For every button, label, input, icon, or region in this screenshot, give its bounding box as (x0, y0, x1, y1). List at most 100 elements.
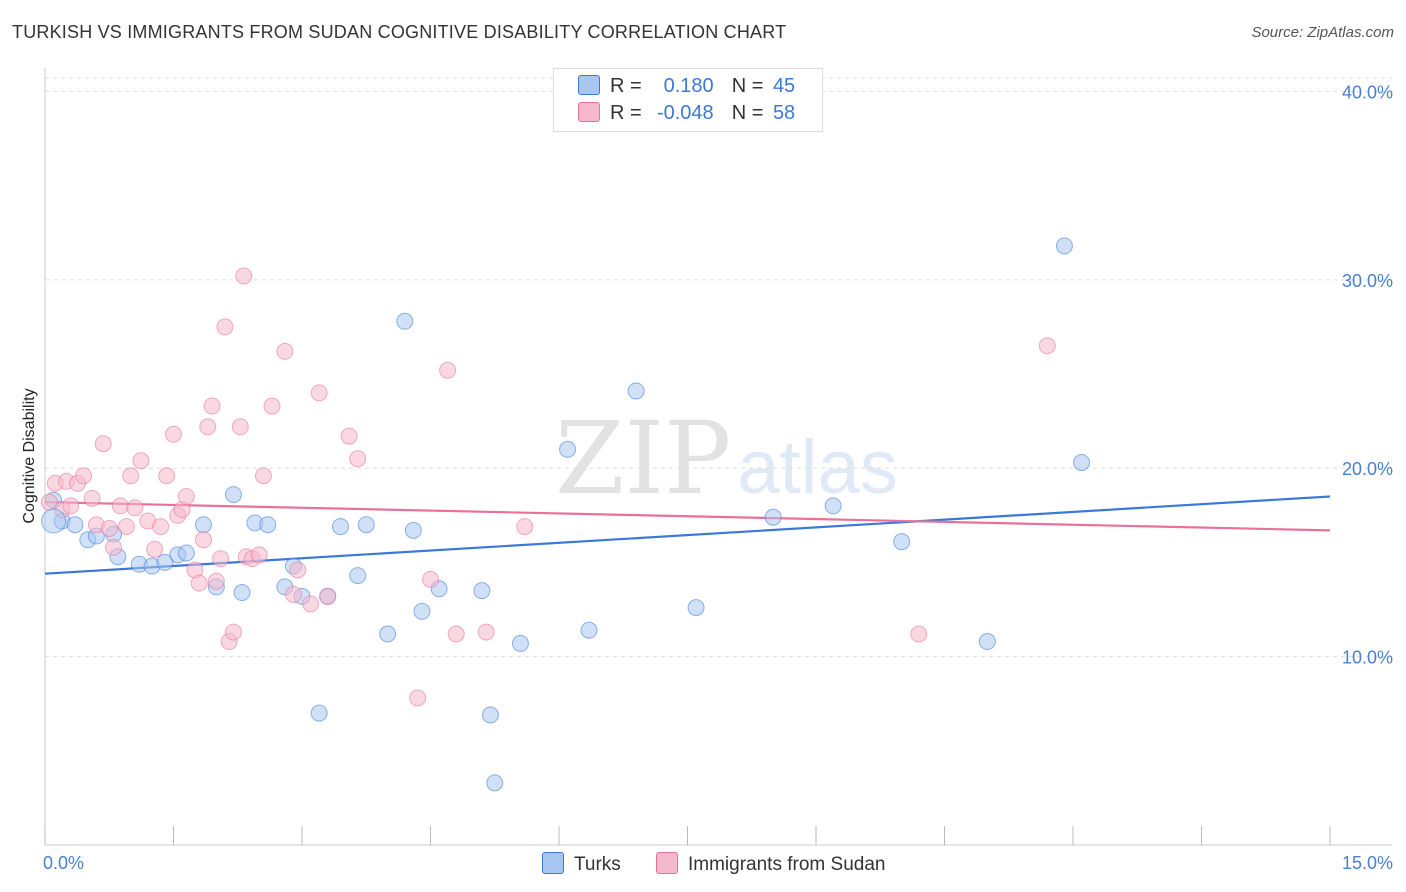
point-sudan (158, 467, 176, 485)
y-tick-label: 20.0% (1342, 459, 1393, 479)
point-turks (233, 584, 251, 602)
point-sudan (289, 561, 307, 579)
point-sudan (422, 570, 439, 588)
point-sudan (75, 467, 93, 485)
point-sudan (62, 497, 80, 515)
point-sudan (516, 518, 534, 536)
point-turks (177, 544, 195, 562)
point-sudan (235, 267, 253, 285)
point-sudan (439, 361, 457, 379)
point-turks (66, 516, 84, 534)
trend-line-sudan (44, 501, 1331, 532)
legend-r-label: R = (610, 75, 642, 97)
point-turks (379, 625, 397, 643)
chart-title: TURKISH VS IMMIGRANTS FROM SUDAN COGNITI… (12, 22, 787, 42)
point-turks (259, 516, 277, 534)
point-sudan (340, 427, 358, 445)
point-sudan (117, 518, 135, 536)
trend-line-turks (44, 495, 1331, 575)
legend-row-sudan: R = -0.048 N = 58 (578, 102, 795, 128)
point-turks (473, 582, 491, 600)
point-turks (559, 440, 577, 458)
legend-n-label: N = (731, 102, 764, 124)
point-sudan (94, 435, 112, 453)
tick-labels: 10.0% 20.0% 30.0% 40.0% 0.0% 15.0% Cognitive D… (21, 82, 1393, 873)
bottom-legend-sudan: Immigrants from Sudan (656, 852, 885, 876)
x-tick-label: 0.0% (43, 853, 84, 873)
point-turks (1073, 454, 1091, 472)
point-turks (481, 706, 499, 724)
point-sudan (409, 689, 427, 707)
point-turks (413, 602, 431, 620)
watermark-atlas: atlas (737, 425, 898, 510)
gridlines (45, 77, 1392, 658)
point-turks (310, 704, 328, 722)
point-sudan (152, 518, 170, 536)
point-turks (687, 599, 705, 617)
point-turks (893, 533, 911, 551)
point-turks (332, 518, 350, 536)
legend-r-label: R = (610, 102, 642, 124)
y-tick-label: 10.0% (1342, 648, 1393, 668)
point-sudan (254, 467, 272, 485)
point-sudan (190, 574, 208, 592)
point-sudan (250, 546, 268, 564)
y-axis-title: Cognitive Disability (21, 388, 38, 523)
point-sudan (231, 418, 249, 436)
bottom-legend-label-sudan: Immigrants from Sudan (688, 854, 886, 875)
point-sudan (212, 550, 230, 568)
point-sudan (310, 384, 328, 402)
point-sudan (194, 531, 212, 549)
point-turks (224, 486, 242, 504)
legend-n-value: 45 (772, 75, 796, 97)
point-sudan (276, 342, 294, 360)
point-sudan (122, 467, 140, 485)
point-sudan (284, 585, 302, 603)
point-sudan (83, 489, 101, 507)
point-sudan (100, 519, 118, 537)
point-sudan (177, 487, 195, 505)
point-sudan (910, 625, 928, 643)
bottom-legend-turks: Turks (542, 852, 621, 876)
legend-n-label: N = (731, 75, 764, 97)
legend-swatch-sudan (578, 102, 600, 122)
source-label: Source: ZipAtlas.com (1251, 24, 1394, 41)
bottom-legend-swatch-sudan (656, 852, 678, 874)
point-turks (764, 508, 782, 526)
point-turks (41, 508, 67, 534)
legend-n-value: 58 (772, 102, 796, 124)
point-turks (627, 382, 645, 400)
point-turks (486, 774, 504, 792)
point-sudan (319, 587, 337, 605)
point-sudan (146, 540, 164, 558)
axes (44, 68, 1392, 846)
point-sudan (302, 595, 320, 613)
point-sudan (207, 572, 225, 590)
point-sudan (263, 397, 281, 415)
watermark: ZIPatlas (555, 400, 898, 517)
point-sudan (105, 538, 123, 556)
point-sudan (224, 623, 242, 641)
correlation-legend: R = 0.180 N = 45 R = -0.048 N = 58 (553, 68, 823, 132)
legend-r-value: 0.180 (663, 75, 714, 97)
point-sudan (203, 397, 221, 415)
point-turks (511, 634, 529, 652)
legend-swatch-turks (578, 75, 600, 95)
point-turks (349, 567, 367, 585)
y-tick-label: 30.0% (1342, 271, 1393, 291)
point-turks (357, 516, 375, 534)
legend-row-turks: R = 0.180 N = 45 (578, 75, 795, 101)
point-sudan (199, 418, 217, 436)
point-turks (1055, 237, 1073, 255)
watermark-zip: ZIP (555, 400, 732, 517)
point-sudan (111, 497, 129, 515)
point-sudan (477, 623, 495, 641)
point-turks (978, 633, 996, 651)
point-turks (396, 312, 414, 330)
bottom-legend-swatch-turks (542, 852, 564, 874)
bottom-legend-label-turks: Turks (574, 854, 621, 875)
point-sudan (216, 318, 234, 336)
point-sudan (132, 452, 150, 470)
point-turks (404, 521, 422, 539)
